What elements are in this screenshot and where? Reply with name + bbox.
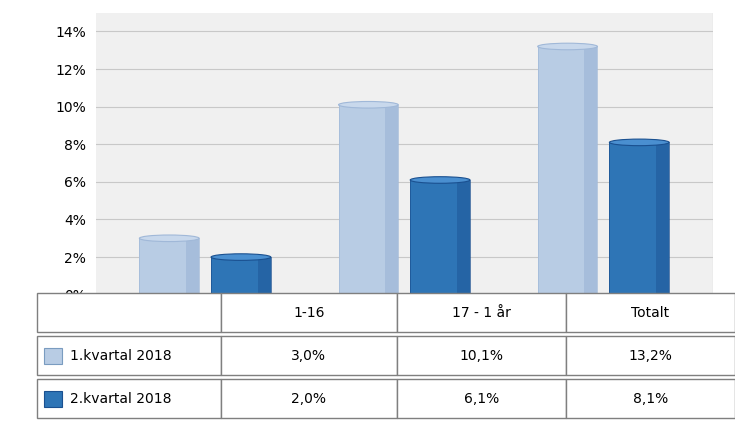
- FancyBboxPatch shape: [220, 379, 397, 418]
- FancyBboxPatch shape: [397, 293, 566, 332]
- Bar: [211, 257, 270, 295]
- FancyBboxPatch shape: [37, 293, 220, 332]
- Text: 17 - 1 år: 17 - 1 år: [452, 306, 511, 320]
- Text: 2,0%: 2,0%: [291, 392, 326, 406]
- FancyBboxPatch shape: [566, 293, 735, 332]
- FancyBboxPatch shape: [37, 379, 220, 418]
- Ellipse shape: [339, 291, 398, 298]
- Ellipse shape: [140, 235, 199, 242]
- Ellipse shape: [538, 291, 598, 298]
- Ellipse shape: [410, 177, 470, 183]
- FancyBboxPatch shape: [566, 336, 735, 376]
- FancyBboxPatch shape: [397, 379, 566, 418]
- Text: Totalt: Totalt: [631, 306, 670, 320]
- Bar: [339, 105, 398, 295]
- FancyBboxPatch shape: [566, 379, 735, 418]
- FancyBboxPatch shape: [397, 336, 566, 376]
- Text: 8,1%: 8,1%: [633, 392, 668, 406]
- Text: 10,1%: 10,1%: [459, 349, 503, 363]
- Bar: [584, 46, 598, 295]
- Text: 3,0%: 3,0%: [291, 349, 326, 363]
- Text: 13,2%: 13,2%: [628, 349, 673, 363]
- FancyBboxPatch shape: [220, 336, 397, 376]
- Bar: [385, 105, 398, 295]
- Text: 6,1%: 6,1%: [464, 392, 499, 406]
- FancyBboxPatch shape: [220, 293, 397, 332]
- Ellipse shape: [211, 254, 270, 260]
- Ellipse shape: [609, 139, 669, 146]
- Bar: [609, 142, 669, 295]
- Bar: [457, 180, 470, 295]
- Bar: [538, 46, 598, 295]
- Ellipse shape: [140, 291, 199, 298]
- Text: 1.kvartal 2018: 1.kvartal 2018: [70, 349, 171, 363]
- Text: 2.kvartal 2018: 2.kvartal 2018: [70, 392, 171, 406]
- Ellipse shape: [211, 291, 270, 298]
- Bar: [186, 238, 199, 295]
- Text: 1-16: 1-16: [293, 306, 324, 320]
- Bar: [656, 142, 669, 295]
- Bar: [410, 180, 470, 295]
- Ellipse shape: [339, 101, 398, 108]
- Bar: [140, 238, 199, 295]
- Ellipse shape: [609, 291, 669, 298]
- FancyBboxPatch shape: [44, 391, 62, 407]
- Ellipse shape: [410, 291, 470, 298]
- Bar: [258, 257, 270, 295]
- FancyBboxPatch shape: [37, 336, 220, 376]
- Ellipse shape: [538, 43, 598, 50]
- FancyBboxPatch shape: [44, 348, 62, 364]
